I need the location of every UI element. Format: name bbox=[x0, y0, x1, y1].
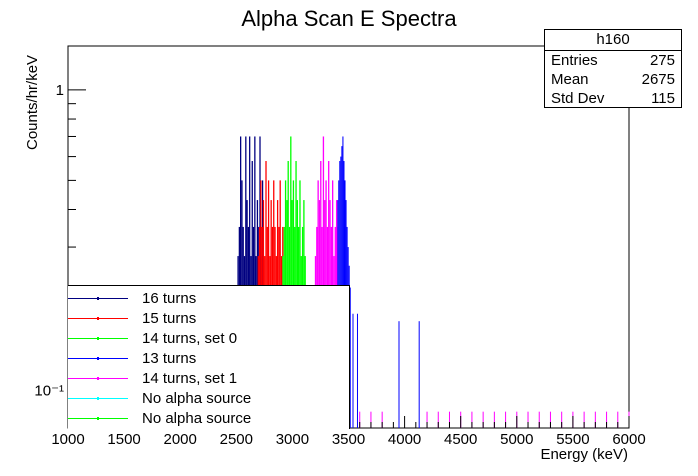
stats-row: Mean 2675 bbox=[545, 70, 681, 89]
x-tick-label: 3500 bbox=[332, 431, 365, 448]
stats-value: 2675 bbox=[641, 71, 675, 88]
y-axis-label: Counts/hr/keV bbox=[24, 54, 41, 150]
x-tick-label: 2000 bbox=[164, 431, 197, 448]
histogram-bin bbox=[245, 136, 247, 428]
legend-entry: 14 turns, set 0 bbox=[68, 328, 237, 348]
histogram-bin bbox=[349, 287, 351, 428]
y-tick-label: 1 bbox=[56, 82, 64, 99]
legend-swatch bbox=[68, 296, 128, 300]
x-tick-label: 6000 bbox=[612, 431, 645, 448]
stats-row: Entries 275 bbox=[545, 51, 681, 70]
legend-label: 16 turns bbox=[142, 289, 197, 307]
stats-box: h160 Entries 275 Mean 2675 Std Dev 115 bbox=[544, 29, 682, 108]
stats-label: Entries bbox=[551, 52, 598, 69]
x-tick-label: 4500 bbox=[444, 431, 477, 448]
legend-label: 13 turns bbox=[142, 349, 197, 367]
legend-entry: 13 turns bbox=[68, 348, 196, 368]
legend-swatch bbox=[68, 356, 128, 360]
legend-label: 14 turns, set 0 bbox=[142, 329, 238, 347]
legend-entry: 14 turns, set 1 bbox=[68, 368, 237, 388]
stats-value: 115 bbox=[651, 90, 675, 107]
stats-label: Mean bbox=[551, 71, 589, 88]
x-tick-label: 2500 bbox=[220, 431, 253, 448]
x-axis-label: Energy (keV) bbox=[540, 446, 628, 463]
legend-entry: 16 turns bbox=[68, 288, 196, 308]
histogram-bin bbox=[322, 136, 325, 428]
legend-swatch bbox=[68, 316, 128, 320]
legend-entry: No alpha source bbox=[68, 388, 251, 408]
x-tick-label: 5000 bbox=[500, 431, 533, 448]
stats-label: Std Dev bbox=[551, 90, 605, 107]
legend-label: 14 turns, set 1 bbox=[142, 369, 238, 387]
legend-swatch bbox=[68, 336, 128, 340]
x-tick-label: 1000 bbox=[51, 431, 84, 448]
stats-value: 275 bbox=[649, 52, 675, 69]
legend-swatch bbox=[68, 416, 128, 420]
legend-entry: 15 turns bbox=[68, 308, 196, 328]
x-tick-label: 1500 bbox=[107, 431, 140, 448]
legend-swatch bbox=[68, 396, 128, 400]
x-tick-label: 5500 bbox=[556, 431, 589, 448]
histogram-bin bbox=[240, 136, 242, 428]
legend: 16 turns 15 turns 14 turns, set 0 13 tur… bbox=[68, 285, 350, 429]
histogram-bin bbox=[342, 136, 344, 428]
legend-swatch bbox=[68, 376, 128, 380]
histogram-bin bbox=[290, 136, 292, 428]
stats-histogram-name: h160 bbox=[545, 30, 681, 51]
histogram-bin bbox=[249, 136, 251, 428]
x-tick-label: 4000 bbox=[388, 431, 421, 448]
legend-label: No alpha source bbox=[142, 389, 252, 407]
stats-row: Std Dev 115 bbox=[545, 89, 681, 108]
histogram-bin bbox=[254, 136, 256, 428]
y-tick-label: 10⁻¹ bbox=[34, 382, 64, 399]
x-tick-label: 3000 bbox=[276, 431, 309, 448]
chart-title: Alpha Scan E Spectra bbox=[241, 6, 457, 31]
legend-label: No alpha source bbox=[142, 409, 252, 427]
legend-entry: No alpha source bbox=[68, 408, 251, 428]
legend-label: 15 turns bbox=[142, 309, 197, 327]
